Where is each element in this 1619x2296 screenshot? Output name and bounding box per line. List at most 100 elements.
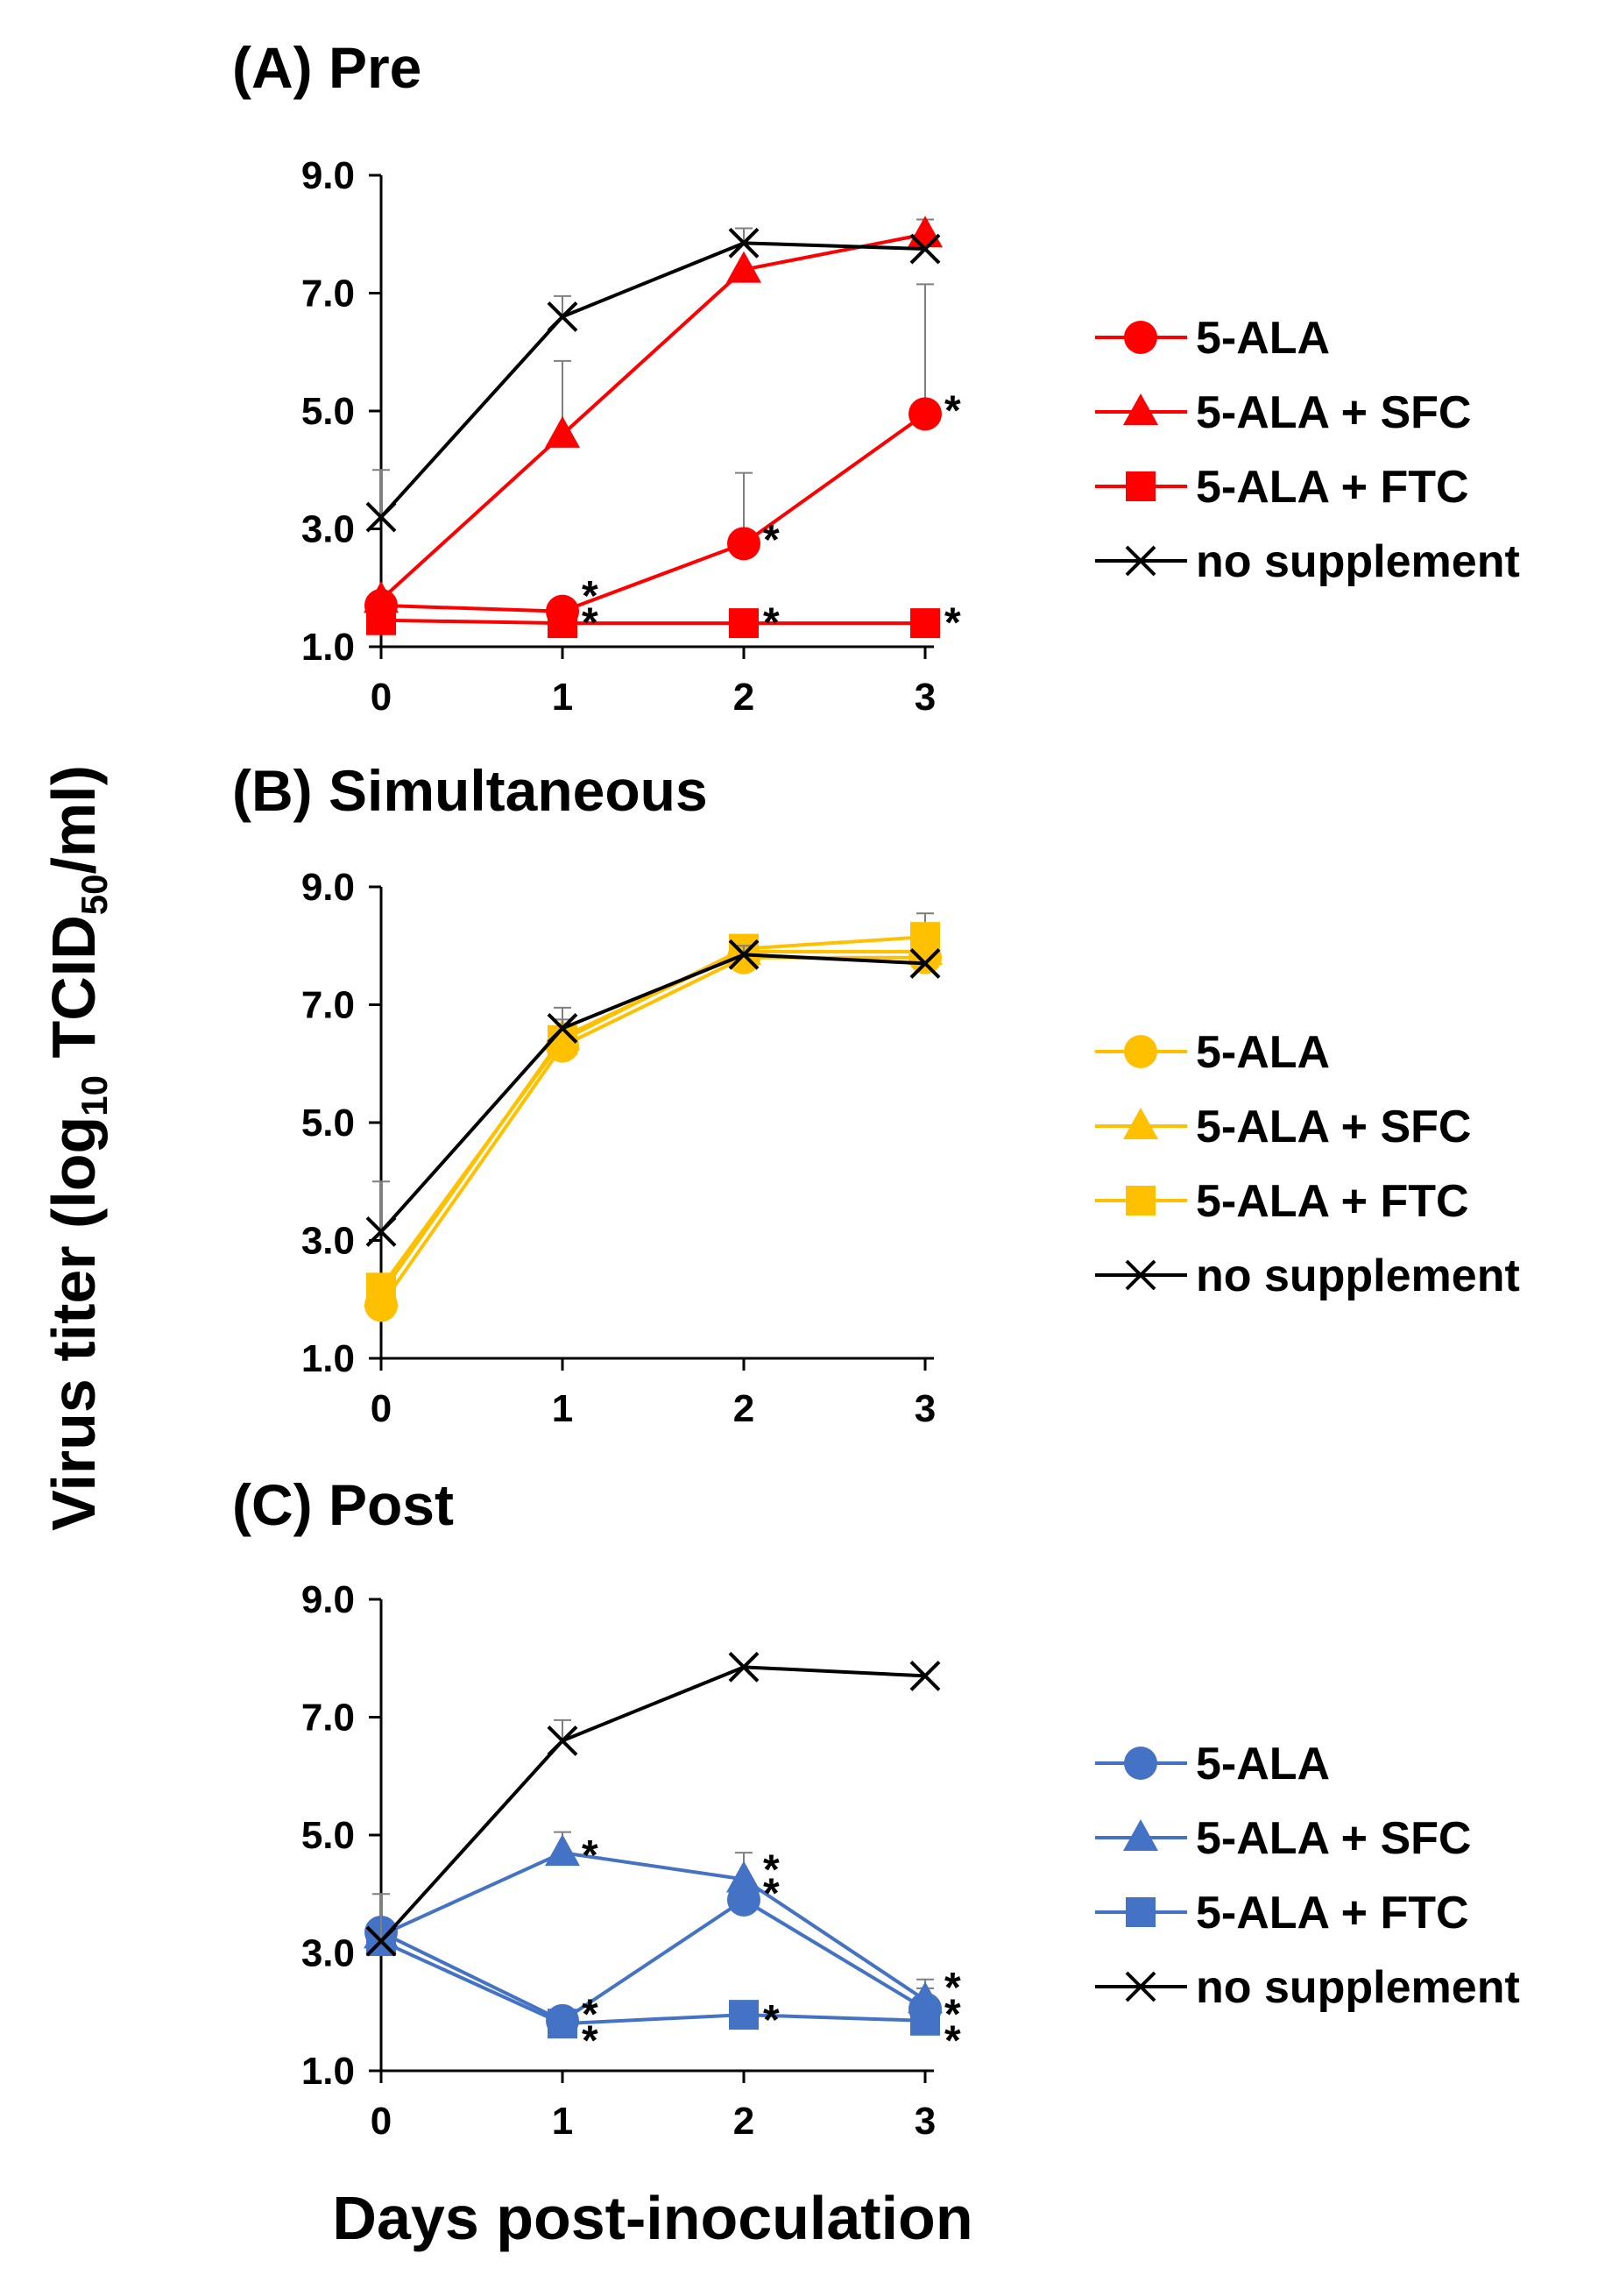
significance-star: * bbox=[582, 573, 598, 620]
data-point-x bbox=[909, 1661, 941, 1691]
legend-label: 5-ALA + SFC bbox=[1196, 1102, 1471, 1152]
series-line bbox=[380, 1939, 926, 2026]
x-marker-stroke bbox=[909, 233, 941, 265]
significance-star: * bbox=[944, 1991, 961, 2037]
x-tick-label: 2 bbox=[733, 1387, 754, 1430]
legend-marker-x bbox=[1125, 1259, 1156, 1291]
series-5-ala-ftc bbox=[366, 605, 940, 639]
x-tick-label: 1 bbox=[552, 676, 573, 719]
significance-star: * bbox=[944, 599, 961, 646]
y-tick-label: 9.0 bbox=[301, 866, 355, 909]
x-axis-title: Days post-inoculation bbox=[332, 2184, 972, 2252]
data-point-circle bbox=[908, 397, 942, 431]
series-line bbox=[380, 618, 925, 626]
series-line bbox=[380, 412, 927, 613]
data-point-x bbox=[547, 1012, 578, 1044]
data-point-square bbox=[910, 2005, 940, 2036]
legend-marker-square bbox=[1126, 1897, 1156, 1927]
x-tick-label: 0 bbox=[371, 676, 392, 719]
legend-marker-triangle bbox=[1123, 1819, 1158, 1851]
data-point-circle bbox=[727, 527, 760, 561]
y-axis-title-main: Virus titer (log bbox=[39, 1116, 108, 1531]
data-point-x bbox=[728, 227, 760, 259]
y-axis-title: Virus titer (log10 TCID50/ml) bbox=[39, 765, 115, 1531]
series-line bbox=[379, 953, 926, 1233]
x-tick-label: 3 bbox=[915, 2100, 936, 2143]
legend-label: 5-ALA + FTC bbox=[1196, 1888, 1469, 1938]
significance-star: * bbox=[763, 1847, 780, 1894]
panel-title: (C) Post bbox=[232, 1472, 454, 1537]
series-5-ala-sfc bbox=[364, 216, 943, 613]
y-tick-label: 1.0 bbox=[301, 1337, 355, 1380]
significance-star: * bbox=[763, 517, 780, 563]
series-5-ala-sfc bbox=[364, 932, 943, 1307]
legend-marker-square bbox=[1126, 1186, 1156, 1215]
legend-label: no supplement bbox=[1196, 1962, 1520, 2013]
x-marker-stroke bbox=[728, 1651, 760, 1683]
x-marker-stroke bbox=[1125, 1259, 1156, 1291]
x-marker-stroke bbox=[909, 948, 941, 979]
significance-star: * bbox=[582, 1832, 598, 1879]
series-5-ala-ftc bbox=[366, 1926, 940, 2039]
series-line bbox=[379, 935, 926, 1289]
data-point-triangle bbox=[545, 415, 580, 448]
legend-marker-triangle bbox=[1123, 1108, 1158, 1139]
significance-star: * bbox=[944, 1965, 961, 2011]
x-marker-stroke bbox=[547, 301, 578, 332]
data-point-x bbox=[909, 233, 941, 265]
x-tick-label: 2 bbox=[733, 676, 754, 719]
data-point-triangle bbox=[364, 581, 399, 613]
data-point-x bbox=[365, 1925, 397, 1957]
data-point-triangle bbox=[908, 1981, 943, 2014]
panel-title: (A) Pre bbox=[232, 35, 421, 100]
x-marker-stroke bbox=[909, 1661, 941, 1691]
legend-label: 5-ALA + FTC bbox=[1196, 1176, 1469, 1227]
legend-marker-square bbox=[1126, 471, 1156, 501]
y-axis-title-end: /ml) bbox=[39, 765, 108, 874]
data-point-x bbox=[365, 1215, 397, 1247]
series-5-ala-ftc bbox=[366, 912, 940, 1303]
y-tick-label: 1.0 bbox=[301, 2050, 355, 2093]
data-point-triangle bbox=[726, 251, 761, 283]
data-point-x bbox=[728, 939, 760, 970]
data-point-square bbox=[729, 2000, 759, 2030]
x-tick-label: 3 bbox=[915, 676, 936, 719]
y-tick-label: 9.0 bbox=[301, 1578, 355, 1621]
series-5-ala bbox=[364, 1882, 942, 2037]
x-tick-label: 0 bbox=[371, 2100, 392, 2143]
x-marker-stroke bbox=[547, 1725, 578, 1756]
y-tick-label: 3.0 bbox=[301, 1220, 355, 1263]
series-5-ala-sfc bbox=[364, 1831, 943, 2014]
series-line bbox=[380, 1851, 927, 2002]
significance-star: * bbox=[582, 599, 598, 646]
panel-1: (B) Simultaneous 1.0 3.0 5.0 7.0 9.0 0 1 2 3 5-ALA… bbox=[232, 758, 1520, 1430]
panel-title: (B) Simultaneous bbox=[232, 758, 708, 823]
data-point-square bbox=[729, 608, 759, 639]
data-point-square bbox=[910, 608, 940, 639]
y-tick-label: 5.0 bbox=[301, 390, 355, 433]
data-point-square bbox=[910, 922, 940, 953]
legend-marker-x bbox=[1125, 1971, 1156, 2002]
x-tick-label: 1 bbox=[552, 1387, 573, 1430]
series-no-supplement bbox=[365, 227, 941, 533]
x-marker-stroke bbox=[728, 939, 760, 970]
data-point-x bbox=[547, 1725, 578, 1756]
significance-star: * bbox=[763, 1997, 780, 2044]
series-line bbox=[379, 955, 925, 1307]
legend-label: 5-ALA bbox=[1196, 1027, 1330, 1078]
legend-label: 5-ALA + SFC bbox=[1196, 387, 1471, 438]
significance-star: * bbox=[944, 387, 961, 434]
legend-marker-triangle bbox=[1123, 393, 1158, 425]
legend-label: 5-ALA + FTC bbox=[1196, 462, 1469, 513]
significance-star: * bbox=[763, 599, 780, 646]
x-marker-stroke bbox=[1125, 545, 1156, 577]
legend-marker-circle bbox=[1124, 1747, 1157, 1780]
data-point-triangle bbox=[908, 216, 943, 248]
data-point-square bbox=[366, 605, 396, 635]
data-point-x bbox=[909, 948, 941, 979]
legend-marker-x bbox=[1125, 545, 1156, 577]
